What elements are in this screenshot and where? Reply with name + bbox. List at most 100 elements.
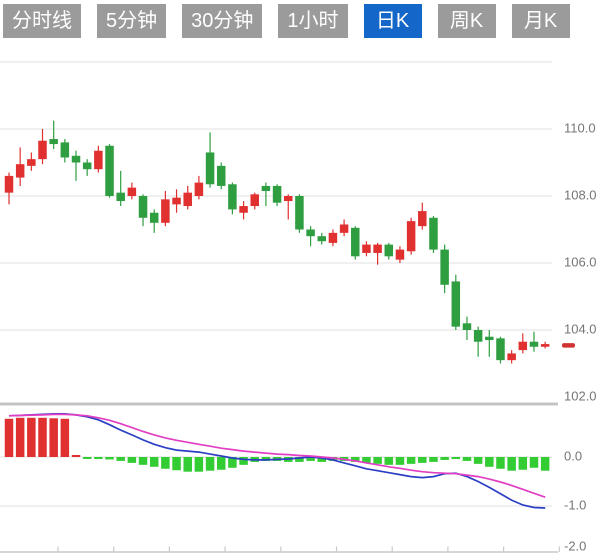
candle <box>216 162 226 190</box>
macd-bar <box>82 457 92 459</box>
candle-body <box>540 344 550 347</box>
candle-body <box>272 185 282 203</box>
tab-5min[interactable]: 5分钟 <box>97 4 167 38</box>
macd-bar <box>138 457 148 465</box>
candle-body <box>362 244 371 253</box>
macd-bar <box>216 457 226 470</box>
macd-bar <box>373 457 382 464</box>
macd-bar <box>451 457 461 459</box>
candle <box>149 209 159 233</box>
candle <box>94 145 103 173</box>
candle-body <box>473 330 483 342</box>
tab-timeline[interactable]: 分时线 <box>3 4 81 38</box>
macd-bar <box>127 457 137 463</box>
tab-30min[interactable]: 30分钟 <box>182 4 263 38</box>
candle <box>373 242 382 265</box>
candle-body <box>451 281 461 327</box>
macd-bar <box>507 457 516 471</box>
candle-body <box>261 185 271 191</box>
macd-bar <box>27 417 36 457</box>
candle <box>138 194 148 227</box>
macd-bar <box>4 418 14 457</box>
tab-daily-k[interactable]: 日K <box>363 4 422 38</box>
macd-bar <box>440 457 449 460</box>
macd-bar <box>473 457 483 464</box>
candle-body <box>60 142 70 158</box>
price-axis-label: 110.0 <box>564 120 596 135</box>
candle <box>507 350 516 364</box>
candle-body <box>529 341 539 347</box>
candle <box>15 147 25 186</box>
macd-bar <box>429 457 438 462</box>
candle <box>272 184 282 207</box>
last-price-marker <box>562 343 575 348</box>
candle-body <box>317 236 327 242</box>
candle-body <box>418 211 427 227</box>
macd-bar <box>261 457 271 461</box>
macd-bar <box>71 455 81 457</box>
candle <box>362 241 371 257</box>
macd-bar <box>38 417 47 457</box>
candle-body <box>284 196 293 202</box>
candle <box>418 202 427 230</box>
macd-bar <box>496 457 505 469</box>
candle <box>105 144 114 198</box>
macd-bar <box>105 457 114 460</box>
dea-line <box>8 413 546 499</box>
candle <box>317 232 327 245</box>
price-axis-label: 106.0 <box>564 254 597 269</box>
macd-bar <box>295 457 304 462</box>
candle <box>485 330 494 357</box>
candle-body <box>485 336 494 341</box>
macd-bar <box>49 418 58 457</box>
tab-weekly-k[interactable]: 周K <box>437 4 496 38</box>
candle <box>540 341 550 349</box>
candle <box>172 189 181 213</box>
candle <box>205 132 215 188</box>
tab-1hour[interactable]: 1小时 <box>278 4 348 38</box>
candle <box>261 182 271 207</box>
candle-body <box>15 164 25 178</box>
candle-body <box>406 221 416 252</box>
candle <box>462 316 472 341</box>
candle-body <box>138 196 148 218</box>
candle-body <box>161 199 170 223</box>
candle-body <box>94 150 103 170</box>
candle-body <box>183 192 192 207</box>
macd-bar <box>418 457 427 463</box>
candle <box>429 216 438 253</box>
macd-bar <box>149 457 159 467</box>
macd-bar <box>317 457 327 462</box>
macd-bar <box>60 418 70 457</box>
macd-bar <box>194 457 204 472</box>
candle <box>295 194 304 233</box>
macd-bar <box>351 457 360 462</box>
candle-body <box>496 338 505 361</box>
macd-bar <box>205 457 215 471</box>
candle <box>339 219 349 237</box>
indicator-axis-label: -1.0 <box>564 497 586 512</box>
candles <box>4 120 550 364</box>
candle <box>116 170 125 207</box>
candle-body <box>395 249 405 260</box>
macd-bar <box>462 457 472 461</box>
candle <box>71 150 81 181</box>
candle-body <box>384 244 394 257</box>
macd-bar <box>172 457 181 471</box>
candle <box>49 120 58 150</box>
candle-body <box>518 341 528 351</box>
candle <box>306 226 315 247</box>
indicator-axis-label: -2.0 <box>564 538 586 553</box>
macd-bar <box>540 457 550 471</box>
candle <box>4 172 14 205</box>
candle-body <box>49 139 58 145</box>
candle-body <box>205 152 215 185</box>
candle-body <box>295 196 304 230</box>
candle-body <box>194 182 204 196</box>
tab-monthly-k[interactable]: 月K <box>511 4 570 38</box>
candle <box>60 139 70 163</box>
macd-bar <box>328 457 338 461</box>
candle <box>473 326 483 357</box>
candle-body <box>373 244 382 253</box>
